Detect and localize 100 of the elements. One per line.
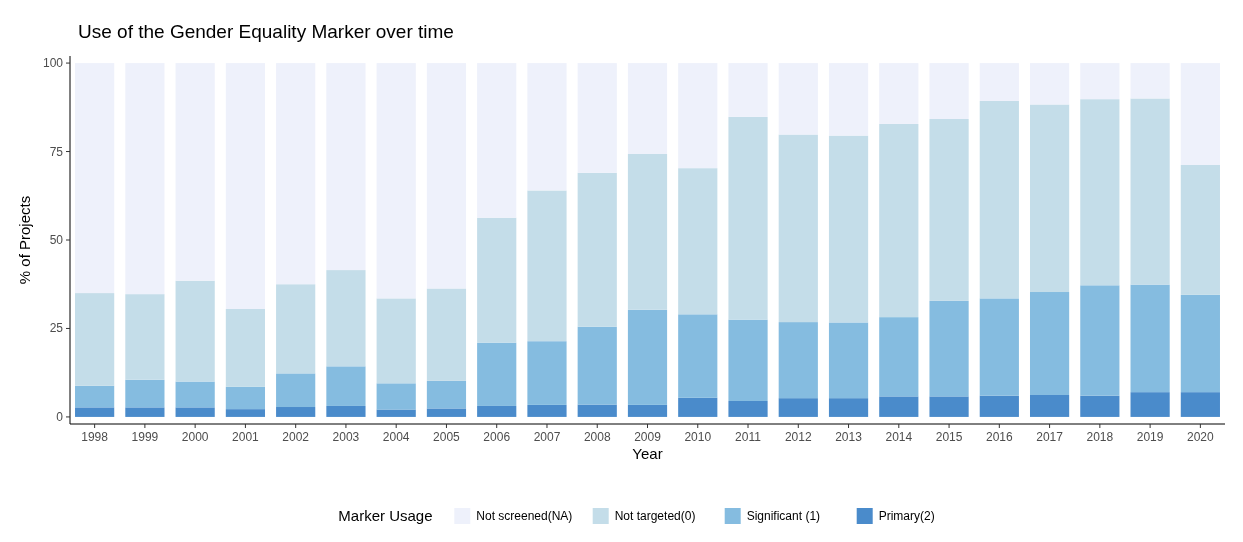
x-tick-label: 2006 (483, 430, 511, 444)
bar (929, 396, 969, 417)
bar (627, 154, 668, 310)
bar (778, 63, 818, 135)
bar (1080, 99, 1120, 286)
bar (577, 404, 617, 417)
x-tick-label: 2014 (885, 430, 913, 444)
bar (1130, 98, 1170, 285)
bar (175, 407, 215, 417)
bar (527, 341, 567, 405)
bar (778, 134, 818, 323)
bar (125, 63, 165, 295)
bar (276, 63, 316, 285)
x-tick-label: 2016 (985, 430, 1013, 444)
bar (879, 396, 919, 417)
bar (376, 63, 416, 299)
bar (477, 342, 517, 406)
x-tick-label: 2009 (634, 430, 662, 444)
bar (627, 63, 668, 155)
y-tick-label: 75 (49, 144, 64, 159)
bar (1029, 104, 1070, 293)
x-tick-label: 2015 (935, 430, 963, 444)
bar (828, 63, 869, 136)
bar (75, 293, 115, 386)
bar (1180, 392, 1220, 417)
bar (627, 309, 668, 405)
bar (75, 63, 115, 294)
bar (627, 404, 668, 417)
bar (527, 190, 567, 342)
y-tick-label: 0 (56, 409, 64, 424)
x-tick-label: 2013 (835, 430, 863, 444)
bar (125, 379, 165, 408)
bar (929, 300, 969, 397)
y-tick-label: 25 (49, 321, 64, 336)
bar (1080, 395, 1120, 417)
x-tick-label: 2012 (784, 430, 812, 444)
bar (828, 398, 869, 417)
bar (979, 63, 1019, 101)
bar (376, 298, 416, 384)
bar (527, 63, 567, 191)
bar (1130, 392, 1170, 417)
bar (1029, 292, 1070, 395)
y-tick-label: 50 (49, 233, 64, 247)
bar (577, 326, 617, 405)
bar (326, 405, 366, 417)
bar (75, 407, 115, 417)
bar (426, 408, 467, 417)
bar (879, 63, 919, 124)
bar (527, 404, 567, 417)
bar (879, 123, 919, 318)
x-tick-label: 2011 (735, 430, 762, 444)
bar (225, 309, 266, 387)
bar (225, 63, 266, 309)
bar (929, 118, 969, 301)
bar (1180, 294, 1220, 393)
legend-label: Not targeted(0) (614, 509, 696, 523)
bar (678, 314, 718, 398)
x-tick-label: 2018 (1086, 430, 1114, 444)
bar (276, 407, 316, 417)
bar (979, 298, 1019, 396)
bar (426, 380, 467, 409)
bar (175, 63, 215, 281)
bar (426, 63, 467, 289)
bar (175, 280, 215, 382)
bar (276, 284, 316, 374)
bar (125, 294, 165, 380)
legend-title: Marker Usage (338, 507, 433, 524)
bar (728, 63, 768, 117)
x-axis-title: Year (632, 445, 663, 462)
bar (1180, 164, 1220, 295)
bar (225, 386, 266, 410)
bar (778, 322, 818, 399)
bar (477, 405, 517, 417)
bar (778, 398, 818, 417)
y-tick-label: 100 (42, 56, 64, 71)
bar (678, 397, 718, 417)
legend-label: Not screened(NA) (476, 509, 573, 523)
bar (678, 168, 718, 315)
bar (1029, 394, 1070, 417)
bar (326, 366, 366, 406)
bar (1180, 63, 1220, 165)
x-tick-label: 2002 (282, 430, 310, 444)
bar (477, 217, 517, 343)
bar (75, 385, 115, 408)
x-tick-label: 1999 (131, 430, 159, 444)
bar (426, 288, 467, 381)
bar (1080, 285, 1120, 396)
bar (728, 401, 768, 417)
bar (577, 172, 617, 327)
bar (577, 63, 617, 173)
x-tick-label: 2005 (433, 430, 461, 444)
bar (728, 116, 768, 320)
bar (1130, 284, 1170, 393)
bar (376, 383, 416, 410)
bar (326, 63, 366, 271)
y-axis-title: % of Projects (16, 195, 33, 285)
x-tick-label: 2020 (1187, 430, 1215, 444)
x-tick-label: 2008 (583, 430, 611, 444)
bar (175, 381, 215, 408)
bar (326, 270, 366, 367)
